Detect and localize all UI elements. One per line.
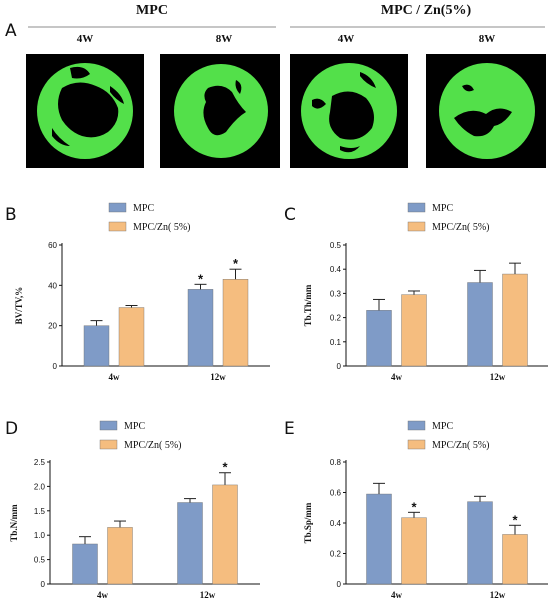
- time-label-3: 4W: [338, 33, 355, 45]
- y-tick-label: 0: [337, 580, 342, 589]
- bar: [212, 484, 238, 585]
- legend-swatch: [99, 420, 118, 431]
- x-tick-label: 12w: [200, 590, 216, 600]
- x-tick-label: 4w: [97, 590, 109, 600]
- y-axis-label: BV/TV,%: [14, 287, 24, 325]
- legend-label: MPC/Zn( 5%): [432, 440, 490, 451]
- panel-letter: B: [5, 205, 17, 225]
- y-tick-label: 20: [48, 322, 57, 331]
- y-tick-label: 0.6: [330, 489, 342, 498]
- y-tick-label: 0: [53, 362, 58, 371]
- panel-a: A MPC MPC / Zn(5%) 4W 8W 4W 8W: [5, 3, 546, 168]
- bar: [502, 534, 528, 585]
- group-title-mpc-zn: MPC / Zn(5%): [381, 3, 472, 18]
- group-title-mpc: MPC: [136, 3, 168, 18]
- y-tick-label: 0.5: [330, 241, 342, 250]
- y-axis-label: Tb.Th/mm: [303, 284, 313, 326]
- panel-letter: D: [5, 419, 18, 439]
- y-tick-label: 60: [48, 241, 57, 250]
- bar: [502, 273, 528, 367]
- significance-star: *: [233, 256, 239, 271]
- bar: [72, 543, 98, 585]
- microct-scan-mpc-4w: [26, 54, 144, 168]
- y-tick-label: 0.2: [330, 550, 342, 559]
- legend-label: MPC/Zn( 5%): [133, 222, 191, 233]
- microct-scan-mpczn-8w: [426, 54, 546, 168]
- bar: [366, 310, 392, 367]
- bar: [467, 282, 493, 367]
- bar: [187, 289, 214, 367]
- x-tick-label: 4w: [391, 372, 403, 382]
- bar: [177, 502, 203, 585]
- y-tick-label: 0: [337, 362, 342, 371]
- legend-swatch: [407, 420, 426, 431]
- y-tick-label: 0.5: [34, 556, 46, 565]
- x-tick-label: 4w: [109, 372, 121, 382]
- legend-label: MPC: [432, 421, 453, 432]
- bar: [366, 493, 392, 585]
- time-label-2: 8W: [216, 33, 233, 45]
- y-tick-label: 0.2: [330, 314, 342, 323]
- y-tick-label: 0: [41, 580, 46, 589]
- panel-e: E MPC MPC/Zn( 5%) 0 0.2 0.4 0.6 0.8 Tb.Sp/mm 4w * 1…: [284, 419, 548, 600]
- panel-b: B MPC MPC/Zn( 5%) 0 20 40 60 BV/TV,% 4w 12w * *: [5, 202, 270, 382]
- y-tick-label: 2.5: [34, 458, 46, 467]
- bar: [401, 517, 427, 585]
- time-label-1: 4W: [77, 33, 94, 45]
- legend-swatch: [108, 202, 127, 213]
- legend-label: MPC: [432, 203, 453, 214]
- significance-star: *: [198, 271, 204, 286]
- time-label-4: 8W: [479, 33, 496, 45]
- x-tick-label: 12w: [210, 372, 226, 382]
- y-axis-label: Tb.Sp/mm: [303, 502, 313, 543]
- legend-label: MPC/Zn( 5%): [124, 440, 182, 451]
- panel-letter: C: [284, 205, 296, 225]
- y-tick-label: 1.5: [34, 507, 46, 516]
- legend-label: MPC: [124, 421, 145, 432]
- legend-swatch: [407, 439, 426, 450]
- y-tick-label: 0.4: [330, 519, 342, 528]
- legend-label: MPC: [133, 203, 154, 214]
- legend-swatch: [407, 202, 426, 213]
- significance-star: *: [512, 512, 518, 527]
- legend-swatch: [99, 439, 118, 450]
- bar: [83, 325, 110, 367]
- y-axis-label: Tb.N/mm: [9, 504, 19, 542]
- x-tick-label: 12w: [490, 372, 506, 382]
- panel-d: D MPC MPC/Zn( 5%) 0 0.5 1.0 1.5 2.0 2.5 Tb.N/mm 4w…: [5, 419, 260, 600]
- bar: [467, 501, 493, 585]
- significance-star: *: [411, 499, 417, 514]
- y-tick-label: 0.4: [330, 265, 342, 274]
- y-tick-label: 2.0: [34, 482, 46, 491]
- microct-scan-mpczn-4w: [290, 54, 408, 168]
- x-tick-label: 4w: [391, 590, 403, 600]
- panel-c: C MPC MPC/Zn( 5%) 0 0.1 0.2 0.3 0.4 0.5 Tb.Th/mm 4…: [284, 202, 548, 382]
- y-tick-label: 1.0: [34, 531, 46, 540]
- y-tick-label: 0.3: [330, 289, 342, 298]
- y-tick-label: 0.1: [330, 338, 342, 347]
- bar: [107, 527, 133, 585]
- microct-scan-mpc-8w: [160, 54, 280, 168]
- bar: [118, 307, 145, 367]
- panel-letter: E: [284, 419, 295, 439]
- y-tick-label: 40: [48, 281, 57, 290]
- legend-label: MPC/Zn( 5%): [432, 222, 490, 233]
- y-tick-label: 0.8: [330, 458, 342, 467]
- legend-swatch: [407, 221, 426, 232]
- bar: [401, 294, 427, 367]
- significance-star: *: [222, 460, 228, 475]
- legend-swatch: [108, 221, 127, 232]
- panel-a-letter: A: [5, 21, 17, 41]
- bar: [222, 279, 249, 367]
- x-tick-label: 12w: [490, 590, 506, 600]
